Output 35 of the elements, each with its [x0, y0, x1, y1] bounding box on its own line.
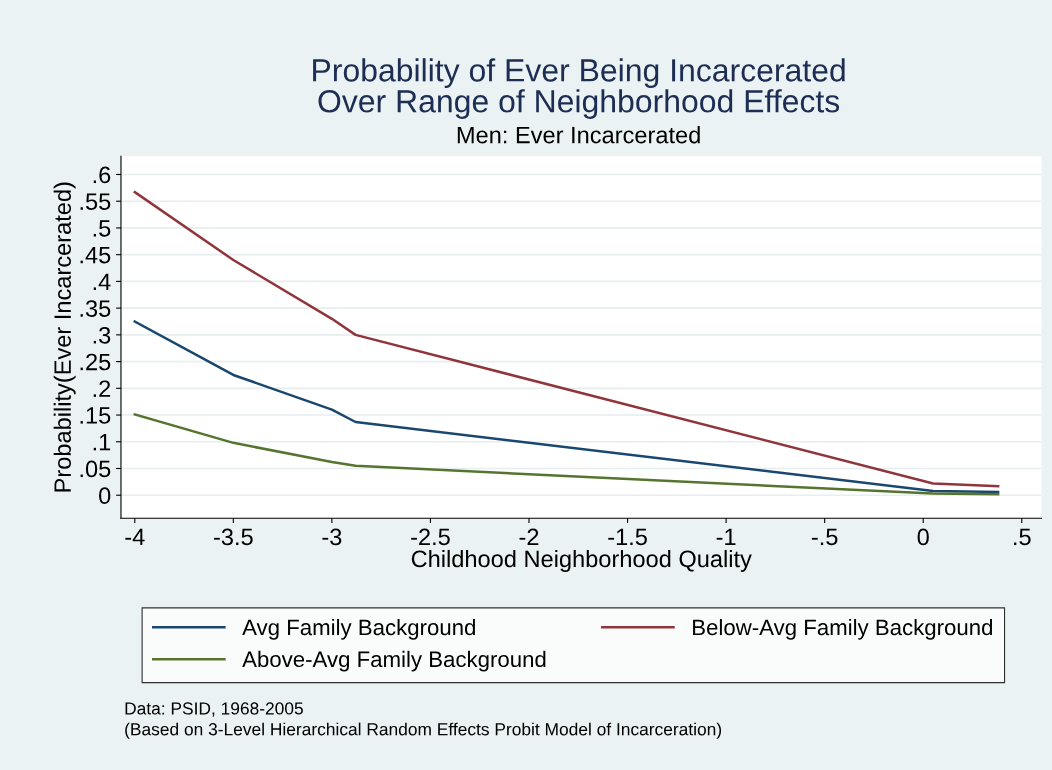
chart-subtitle: Men: Ever Incarcerated: [457, 126, 700, 144]
line-series: [133, 320, 1000, 494]
legend-label: Below-Avg Family Background: [693, 618, 993, 640]
x-tick-label: -4: [125, 528, 145, 546]
y-tick-label: .15: [80, 407, 111, 424]
legend-label: Above-Avg Family Background: [242, 650, 546, 672]
chart-title: Probability of Ever Being Incarcerated Over Range of Neighborhood Effects: [313, 58, 845, 119]
y-tick-label: .1: [93, 434, 111, 451]
x-axis-title: Childhood Neighborhood Quality: [411, 549, 752, 572]
y-tick-label: .2: [93, 380, 111, 397]
x-tick-label: .5: [1014, 528, 1031, 546]
y-tick-label: .4: [93, 273, 111, 290]
y-tick-label: .5: [93, 220, 111, 237]
y-tick-label: 0: [99, 487, 111, 505]
x-tick-label: 0: [917, 528, 929, 546]
x-tick-label: -2: [519, 528, 539, 546]
y-tick-label: .05: [80, 460, 111, 478]
line-series: [133, 413, 1000, 496]
y-tick-label: .35: [80, 300, 111, 317]
x-tick-label: -1: [716, 528, 736, 546]
y-tick-label: .25: [80, 353, 111, 371]
legend-label: Avg Family Background: [242, 618, 475, 640]
x-tick-label: -.5: [811, 528, 838, 546]
text: (Based on 3-Level Hierarchical Random Effects Probit Model of Incarceration): [125, 722, 722, 739]
x-tick-label: -3: [322, 528, 342, 546]
x-tick-label: -3.5: [214, 528, 253, 546]
y-axis-title: Probability(Ever Incarcerated): [53, 182, 76, 492]
x-tick-label: -2.5: [411, 528, 450, 546]
y-tick-label: .3: [93, 326, 111, 344]
y-tick-label: .6: [93, 166, 111, 184]
line-series: [133, 190, 1000, 488]
text: Data: PSID, 1968-2005: [125, 702, 303, 717]
x-tick-label: -1.5: [608, 528, 647, 546]
y-tick-label: .45: [80, 246, 111, 264]
y-tick-label: .55: [80, 193, 111, 210]
